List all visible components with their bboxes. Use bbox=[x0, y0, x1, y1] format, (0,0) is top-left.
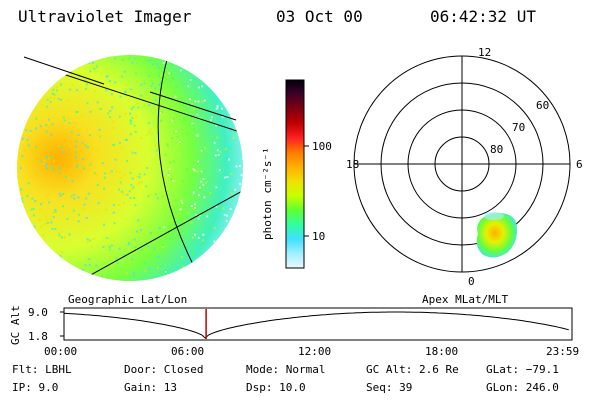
auroral-oval bbox=[476, 212, 517, 258]
mlat-ring-label-70: 70 bbox=[512, 121, 526, 134]
mlt-label-left: 18 bbox=[346, 158, 360, 171]
status-mode: Mode: Normal bbox=[246, 363, 326, 376]
orbit-altitude-curve bbox=[63, 311, 569, 339]
uvi-image bbox=[17, 55, 243, 281]
status-dsp: Dsp: 10.0 bbox=[246, 381, 306, 394]
colorbar-tick-label: 100 bbox=[312, 140, 332, 153]
timeline-x-tick: 12:00 bbox=[298, 345, 332, 358]
left-panel-caption: Geographic Lat/Lon bbox=[68, 293, 188, 306]
status-ip: IP: 9.0 bbox=[12, 381, 59, 394]
grid-line-outside bbox=[149, 91, 237, 121]
colorbar-tick-label: 10 bbox=[312, 230, 326, 243]
mlat-ring-label-60: 60 bbox=[536, 99, 550, 112]
timeline-x-tick: 06:00 bbox=[171, 345, 205, 358]
timeline-x-tick: 18:00 bbox=[425, 345, 459, 358]
colorbar-unit-label: photon cm⁻²s⁻¹ bbox=[261, 147, 274, 240]
timeline-plot bbox=[60, 307, 573, 341]
status-glat: GLat: −79.1 bbox=[486, 363, 559, 376]
status-gc-alt: GC Alt: 2.6 Re bbox=[366, 363, 459, 376]
status-gain: Gain: 13 bbox=[124, 381, 177, 394]
mlt-label-top: 12 bbox=[478, 46, 492, 59]
date-label: 03 Oct 00 bbox=[276, 7, 363, 26]
polar-caption: Apex MLat/MLT bbox=[422, 293, 509, 306]
status-glon: GLon: 246.0 bbox=[486, 381, 559, 394]
timeline-axis-label: GC Alt bbox=[9, 305, 22, 345]
grid-line-outside bbox=[23, 56, 105, 85]
time-label: 06:42:32 UT bbox=[430, 7, 536, 26]
timeline-y-tick: 9.0 bbox=[28, 306, 48, 319]
instrument-title: Ultraviolet Imager bbox=[18, 7, 192, 26]
timeline-x-tick: 00:00 bbox=[44, 345, 78, 358]
timeline-y-tick: 1.8 bbox=[28, 330, 48, 343]
status-door: Door: Closed bbox=[124, 363, 204, 376]
mlt-label-right: 6 bbox=[576, 158, 583, 171]
mlt-label-bottom: 0 bbox=[468, 275, 475, 288]
status-filter: Flt: LBHL bbox=[12, 363, 72, 376]
polar-plot bbox=[353, 55, 571, 273]
colorbar bbox=[285, 79, 305, 269]
timeline-x-tick: 23:59 bbox=[546, 345, 580, 358]
mlat-ring-label-80: 80 bbox=[490, 143, 504, 156]
status-seq: Seq: 39 bbox=[366, 381, 413, 394]
